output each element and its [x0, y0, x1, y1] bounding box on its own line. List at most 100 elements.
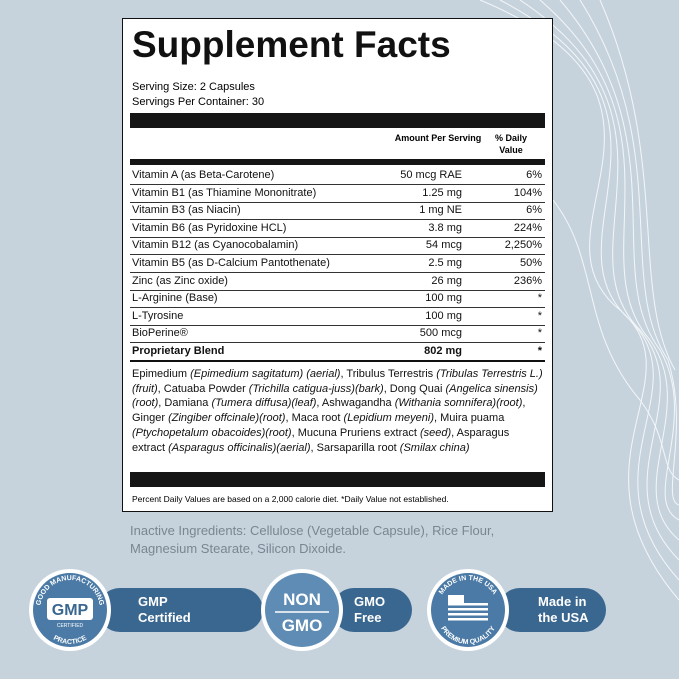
daily-value: 236%	[513, 274, 542, 287]
badge-seal: NON GMO	[261, 569, 343, 651]
nutrient: Vitamin B5 (as D-Calcium Pantothenate)	[132, 257, 330, 269]
seal-center	[47, 598, 93, 620]
amount: 2.5 mg	[428, 257, 462, 269]
ingredient-text: (Tribulas Terrestris L.) (fruit)	[132, 368, 543, 395]
amount: 54 mcg	[425, 239, 462, 252]
nutrient: Vitamin B3 (as Niacin)	[132, 204, 241, 217]
ingredient-text: (Epimedium sagitatum) (aerial)	[190, 368, 341, 380]
ingredient-text: (Trichilla catigua-juss)(bark)	[248, 382, 384, 395]
flag-stripe	[448, 613, 488, 616]
seal-ring-text: PRACTICE	[52, 635, 88, 647]
ingredient-text: (Lepidium meyeni)	[343, 412, 435, 425]
ingredient-text: (Angelica sinensis)(root)	[132, 382, 538, 410]
daily-value: 50%	[519, 257, 542, 269]
daily-value: *	[537, 327, 542, 340]
daily-value: *	[537, 309, 542, 322]
daily-value: *	[537, 345, 542, 357]
ingredient-text: , Damiana	[158, 397, 212, 410]
ingredient-text: , Dong Quai	[383, 382, 446, 395]
ingredient-text: , Ashwagandha	[316, 397, 395, 410]
amount: 26 mg	[431, 274, 462, 287]
badge-text: Free	[354, 610, 382, 625]
fact-row: Proprietary Blend 802 mg *	[130, 343, 545, 362]
fact-row: Vitamin B1 (as Thiamine Mononitrate) 1.25…	[130, 185, 545, 203]
flag-stripe	[448, 603, 488, 606]
ingredient-text: (Smilax china)	[399, 441, 470, 454]
ingredient-text: Epimedium	[132, 368, 191, 380]
divider	[130, 159, 545, 165]
fact-row: Zinc (as Zinc oxide) 26 mg 236%	[130, 273, 545, 291]
seal-text: GMP	[52, 602, 89, 619]
divider	[130, 472, 545, 487]
ingredient-text: (Ptychopetalum obacoides)(root)	[132, 426, 292, 439]
fact-row: Vitamin B5 (as D-Calcium Pantothenate) 2.…	[130, 255, 545, 273]
daily-value: *	[537, 292, 542, 305]
nutrient: L-Tyrosine	[132, 309, 184, 322]
nutrient: BioPerine®	[132, 327, 188, 340]
seal-text: NON	[283, 590, 321, 609]
footnote: Percent Daily Values are based on a 2,00…	[132, 494, 449, 504]
nutrient: Vitamin B12 (as Cyanocobalamin)	[132, 239, 299, 252]
fact-row: L-Arginine (Base) 100 mg *	[130, 290, 545, 309]
nutrient: Vitamin B6 (as Pyridoxine HCL)	[132, 221, 287, 234]
inactive-ingredients: Inactive Ingredients: Cellulose (Vegetab…	[130, 522, 494, 558]
badge-pill: GMO Free	[332, 588, 412, 632]
badge-pill: GMP Certified	[98, 588, 263, 632]
ingredient-text: (Asparagus officinalis)(aerial)	[168, 441, 311, 454]
servings-per-container: Servings Per Container: 30	[132, 96, 265, 108]
ingredient-text: (Zingiber offcinale)(root)	[168, 412, 286, 425]
ingredient-text: , Muira puama	[434, 412, 505, 425]
flag-canton	[448, 595, 464, 605]
seal-face	[265, 573, 339, 647]
nutrient: Proprietary Blend	[132, 345, 225, 357]
ingredient-text: , Sarsaparilla root	[310, 441, 400, 454]
fact-row: Vitamin B3 (as Niacin) 1 mg NE 6%	[130, 202, 545, 221]
fact-row: Vitamin B6 (as Pyridoxine HCL) 3.8 mg 224%	[130, 220, 545, 238]
ingredient-text: (seed)	[419, 426, 452, 439]
amount: 100 mg	[425, 309, 462, 322]
ingredient-text: , Ginger	[132, 397, 526, 425]
daily-value: 224%	[513, 221, 542, 234]
ingredient-text: , Tribulus Terrestris	[340, 368, 437, 380]
ingredient-text: , Catuaba Powder	[157, 382, 249, 395]
nutrient: Zinc (as Zinc oxide)	[132, 274, 228, 287]
amount: 3.8 mg	[428, 221, 462, 234]
amount: 1 mg NE	[419, 204, 462, 217]
serving-size: Serving Size: 2 Capsules	[132, 81, 255, 93]
ingredient-text: (Tumera diffusa)(leaf)	[211, 397, 317, 410]
title: Supplement Facts	[132, 24, 451, 65]
seal-ring-text: PRACTICE	[52, 635, 88, 647]
badge-text: the USA	[538, 610, 589, 625]
daily-value: 6%	[526, 204, 542, 217]
amount: 802 mg	[424, 345, 462, 357]
flag-stripe	[448, 618, 488, 621]
amount: 500 mcg	[419, 327, 462, 340]
seal-text: GMO	[282, 616, 323, 635]
fact-row: Vitamin A (as Beta-Carotene) 50 mcg RAE 6%	[130, 167, 545, 185]
badge-text: Made in	[538, 594, 587, 609]
nutrient: Vitamin B1 (as Thiamine Mononitrate)	[132, 186, 317, 199]
amount-header: Amount Per Serving	[394, 133, 482, 143]
ingredient-text: , Mucuna Pruriens extract	[291, 426, 420, 439]
fact-row: L-Tyrosine 100 mg *	[130, 308, 545, 326]
nutrient: Vitamin A (as Beta-Carotene)	[132, 169, 275, 181]
badge-text: GMP	[138, 594, 168, 609]
divider	[130, 113, 545, 128]
blend-ingredients: Epimedium (Epimedium sagitatum) (aerial)…	[132, 367, 544, 455]
daily-value: 2,250%	[504, 239, 542, 252]
daily-value: 104%	[513, 186, 542, 199]
ingredient-text: (Withania somnifera)(root)	[394, 397, 523, 410]
fact-row: BioPerine® 500 mcg *	[130, 325, 545, 344]
ingredient-text: , Maca root	[285, 412, 344, 425]
badge-text: Certified	[138, 610, 191, 625]
inactive-line: Inactive Ingredients: Cellulose (Vegetab…	[130, 523, 495, 538]
seal-text: CERTIFIED	[57, 623, 84, 629]
nutrient: L-Arginine (Base)	[132, 292, 218, 305]
amount: 100 mg	[425, 292, 462, 305]
badge-text: GMO	[354, 594, 386, 609]
amount: 1.25 mg	[422, 186, 462, 199]
inactive-line: Magnesium Stearate, Silicon Dixoide.	[130, 541, 347, 556]
